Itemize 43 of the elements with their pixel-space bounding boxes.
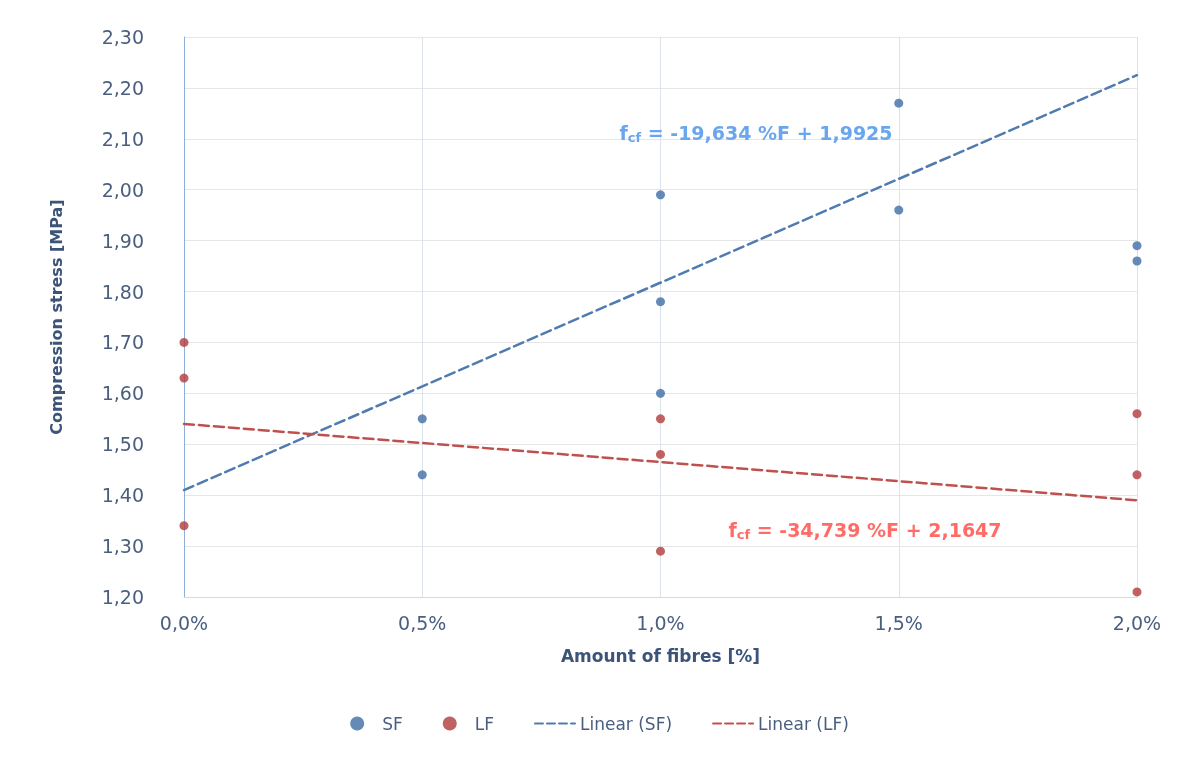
point bbox=[656, 546, 665, 556]
point bbox=[179, 373, 189, 383]
point bbox=[656, 388, 665, 398]
point bbox=[656, 297, 665, 307]
annotation: fcf = -19,634 %F + 1,9925 bbox=[619, 122, 893, 145]
point bbox=[656, 190, 665, 200]
y-tick-label: 2,30 bbox=[101, 26, 144, 48]
annotation: fcf = -34,739 %F + 2,1647 bbox=[728, 519, 1002, 542]
point bbox=[894, 98, 904, 108]
y-tick-label: 1,20 bbox=[101, 586, 144, 608]
point bbox=[1132, 256, 1142, 266]
point bbox=[894, 205, 904, 215]
y-tick-label: 1,30 bbox=[101, 535, 144, 558]
y-tick-label: 2,00 bbox=[101, 178, 144, 201]
point bbox=[417, 470, 427, 480]
y-tick-label: 1,90 bbox=[101, 229, 144, 252]
point bbox=[179, 521, 189, 531]
point bbox=[1132, 409, 1142, 419]
y-tick-label: 1,40 bbox=[101, 484, 144, 507]
y-tick-label: 1,60 bbox=[101, 382, 144, 405]
point bbox=[1132, 470, 1142, 480]
point bbox=[1132, 241, 1142, 251]
x-tick-label: 0,0% bbox=[159, 611, 209, 634]
point bbox=[1132, 587, 1142, 597]
x-axis-title: Amount of fibres [%] bbox=[560, 645, 761, 666]
legend-label: SF bbox=[382, 713, 403, 734]
point bbox=[179, 337, 189, 347]
x-tick-label: 1,0% bbox=[636, 611, 685, 634]
y-tick-label: 1,70 bbox=[101, 331, 144, 354]
point bbox=[656, 414, 665, 424]
y-tick-label: 2,20 bbox=[101, 76, 144, 99]
x-tick-label: 0,5% bbox=[398, 611, 447, 634]
y-tick-label: 1,50 bbox=[101, 433, 144, 456]
legend-label: Linear (SF) bbox=[580, 713, 673, 734]
x-tick-label: 2,0% bbox=[1112, 611, 1162, 634]
legend-label: Linear (LF) bbox=[758, 713, 849, 734]
point bbox=[417, 414, 427, 424]
y-tick-label: 1,80 bbox=[101, 280, 144, 303]
legend-label: LF bbox=[474, 713, 494, 734]
x-tick-label: 1,5% bbox=[874, 611, 923, 634]
y-tick-label: 2,10 bbox=[101, 127, 144, 150]
y-axis-title: Compression stress [MPa] bbox=[46, 199, 66, 435]
point bbox=[656, 449, 665, 459]
